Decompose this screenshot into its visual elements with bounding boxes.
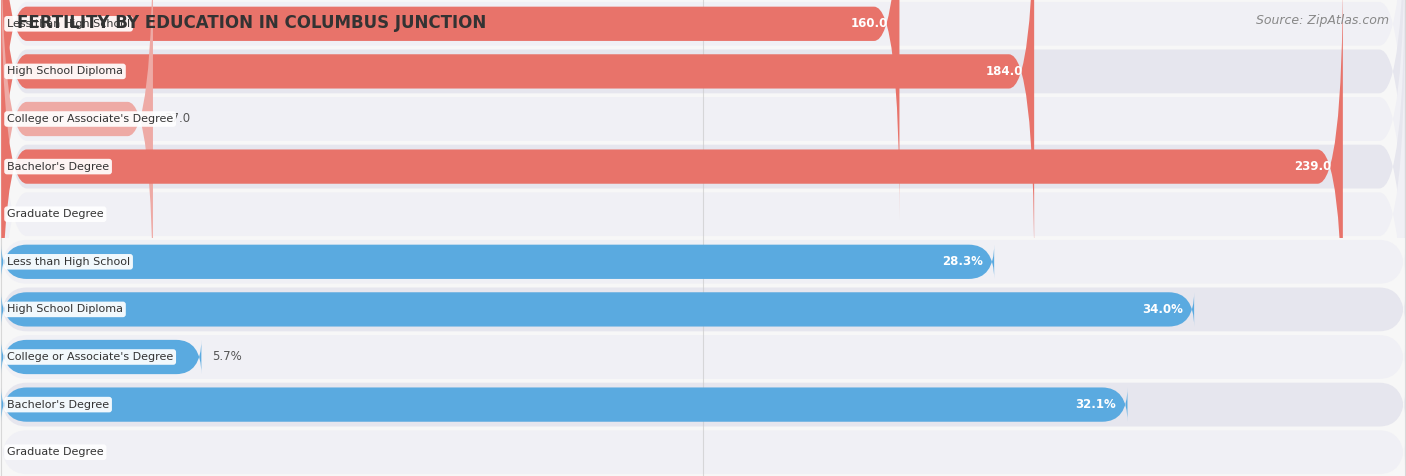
FancyBboxPatch shape (1, 0, 1405, 216)
Text: 27.0: 27.0 (165, 112, 190, 126)
FancyBboxPatch shape (1, 335, 1405, 379)
Text: 28.3%: 28.3% (942, 255, 983, 268)
FancyBboxPatch shape (1, 245, 994, 279)
Text: Graduate Degree: Graduate Degree (7, 447, 104, 457)
FancyBboxPatch shape (1, 0, 900, 221)
FancyBboxPatch shape (1, 0, 1405, 264)
Text: 5.7%: 5.7% (212, 350, 242, 364)
Text: Less than High School: Less than High School (7, 19, 131, 29)
FancyBboxPatch shape (1, 387, 1128, 422)
Text: FERTILITY BY EDUCATION IN COLUMBUS JUNCTION: FERTILITY BY EDUCATION IN COLUMBUS JUNCT… (17, 14, 486, 32)
Text: College or Associate's Degree: College or Associate's Degree (7, 352, 173, 362)
Text: High School Diploma: High School Diploma (7, 304, 122, 315)
Text: 34.0%: 34.0% (1142, 303, 1182, 316)
Text: Bachelor's Degree: Bachelor's Degree (7, 161, 110, 172)
Text: 184.0: 184.0 (986, 65, 1024, 78)
FancyBboxPatch shape (1, 0, 1343, 364)
FancyBboxPatch shape (1, 0, 1405, 311)
FancyBboxPatch shape (1, 292, 1194, 327)
Text: Less than High School: Less than High School (7, 257, 131, 267)
FancyBboxPatch shape (1, 0, 1035, 268)
FancyBboxPatch shape (1, 340, 201, 374)
FancyBboxPatch shape (1, 240, 1405, 284)
Text: 160.0: 160.0 (851, 17, 889, 30)
FancyBboxPatch shape (1, 0, 1405, 359)
FancyBboxPatch shape (1, 0, 153, 316)
Text: High School Diploma: High School Diploma (7, 66, 122, 77)
Text: Source: ZipAtlas.com: Source: ZipAtlas.com (1256, 14, 1389, 27)
Text: 32.1%: 32.1% (1076, 398, 1116, 411)
FancyBboxPatch shape (1, 430, 1405, 474)
Text: 239.0: 239.0 (1295, 160, 1331, 173)
Text: Graduate Degree: Graduate Degree (7, 209, 104, 219)
FancyBboxPatch shape (1, 383, 1405, 426)
FancyBboxPatch shape (1, 22, 1405, 407)
Text: Bachelor's Degree: Bachelor's Degree (7, 399, 110, 410)
Text: College or Associate's Degree: College or Associate's Degree (7, 114, 173, 124)
FancyBboxPatch shape (1, 288, 1405, 331)
